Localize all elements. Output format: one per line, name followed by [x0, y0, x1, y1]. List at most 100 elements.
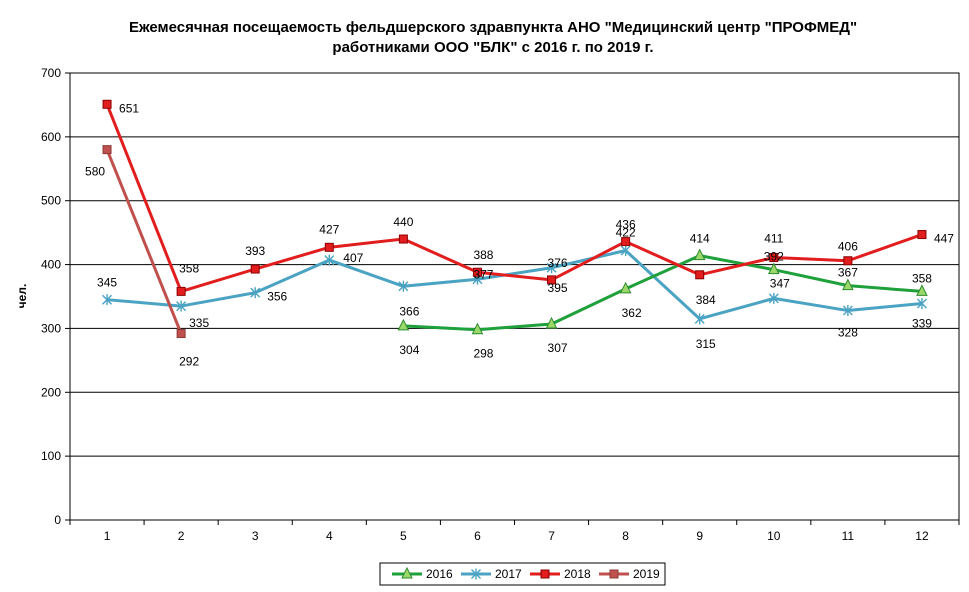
data-point-2018 [621, 237, 631, 247]
data-label-2019: 292 [179, 355, 199, 369]
series-2016 [397, 248, 928, 335]
data-point-2018 [917, 230, 927, 240]
data-point-2017 [694, 313, 705, 325]
data-label-2016: 298 [473, 347, 493, 361]
x-tick-label: 2 [178, 529, 185, 543]
legend-marker-2018 [540, 569, 550, 579]
data-point-2016 [916, 284, 928, 296]
data-label-2018: 376 [548, 256, 568, 270]
data-point-2016 [767, 262, 780, 275]
data-point-2016 [545, 316, 558, 329]
data-point-2016 [471, 322, 484, 335]
x-tick-label: 10 [767, 529, 781, 543]
y-tick-label: 300 [41, 321, 61, 335]
series-line-2019 [105, 149, 183, 335]
series-2017 [102, 245, 927, 325]
data-label-2016: 414 [690, 232, 710, 246]
data-label-2017: 345 [97, 276, 117, 290]
data-label-2017: 407 [343, 251, 363, 265]
data-label-2018: 358 [179, 261, 199, 275]
data-point-2018 [250, 264, 260, 274]
data-point-2018 [176, 286, 186, 296]
data-point-2018 [398, 234, 408, 244]
data-label-2019: 580 [85, 165, 105, 179]
x-tick-label: 7 [548, 529, 555, 543]
data-label-2018: 447 [934, 232, 954, 246]
data-label-2017: 366 [399, 304, 419, 318]
data-label-2018: 440 [393, 215, 413, 229]
data-point-2017 [842, 305, 853, 317]
data-point-2017 [916, 298, 927, 310]
x-tick-label: 11 [842, 529, 855, 543]
data-label-2018: 393 [245, 244, 265, 258]
data-label-2017: 328 [838, 326, 858, 340]
data-label-2017: 356 [267, 290, 287, 304]
data-label-2017: 377 [473, 267, 493, 281]
data-label-2016: 307 [548, 341, 568, 355]
x-tick-label: 1 [104, 529, 111, 543]
x-tick-label: 12 [915, 529, 929, 543]
data-label-2016: 304 [399, 343, 419, 357]
y-tick-label: 700 [41, 66, 61, 80]
chart-title-line-2: работниками ООО "БЛК" с 2016 г. по 2019 … [332, 39, 653, 56]
data-label-2016: 362 [622, 306, 642, 320]
data-label-2017: 395 [548, 281, 568, 295]
gridlines [70, 72, 959, 521]
data-point-2018 [324, 242, 334, 252]
data-point-2019 [102, 145, 112, 155]
series-layer [102, 99, 928, 339]
data-labels: 345 335 356 407 366 377 395 422 315 347 328 339 304 2… [85, 101, 954, 368]
data-point-2017 [398, 280, 409, 292]
data-label-2016: 392 [764, 250, 784, 264]
data-point-2016 [842, 278, 854, 291]
legend-label-2019: 2019 [633, 567, 660, 581]
data-label-2018: 406 [838, 240, 858, 254]
chart-title-line-1: Ежемесячная посещаемость фельдшерского з… [129, 19, 857, 36]
data-point-2017 [176, 300, 187, 312]
series-2019 [102, 145, 186, 339]
y-axis-title: чел. [15, 284, 29, 309]
data-label-2018: 427 [319, 222, 339, 236]
x-tick-label: 5 [400, 529, 407, 543]
data-point-2019 [176, 329, 186, 339]
legend: 2016 2017 2018 2019 [379, 562, 666, 586]
series-line-2016 [403, 254, 923, 332]
legend-marker-2016 [401, 566, 413, 579]
y-tick-label: 600 [41, 130, 61, 144]
legend-marker-2019 [609, 569, 619, 579]
data-point-2018 [547, 275, 557, 285]
data-label-2017: 339 [912, 317, 932, 331]
legend-marker-2017 [471, 568, 481, 580]
y-tick-label: 200 [41, 385, 61, 399]
data-point-2018 [695, 270, 705, 280]
data-point-2018 [472, 267, 482, 277]
data-label-2017: 335 [189, 316, 209, 330]
legend-label-2018: 2018 [564, 567, 591, 581]
data-label-2016: 367 [838, 266, 858, 280]
data-label-2018: 411 [764, 232, 783, 246]
data-label-2018: 436 [616, 218, 636, 232]
data-label-2017: 347 [770, 276, 790, 290]
data-point-2017 [546, 262, 557, 274]
data-point-2016 [397, 318, 410, 331]
data-point-2018 [843, 256, 853, 266]
x-tick-label: 3 [252, 529, 259, 543]
data-label-2017: 315 [696, 337, 716, 351]
data-label-2018: 651 [119, 101, 139, 115]
data-label-2018: 388 [473, 248, 493, 262]
plot-area-border [69, 72, 960, 521]
x-tick-label: 6 [474, 529, 481, 543]
data-point-2017 [620, 245, 631, 257]
legend-label-2016: 2016 [426, 567, 453, 581]
series-2018 [102, 99, 927, 296]
x-tick-label: 4 [326, 529, 333, 543]
x-tick-label: 8 [622, 529, 629, 543]
data-point-2018 [102, 99, 112, 109]
data-point-2017 [102, 294, 113, 306]
data-point-2017 [768, 292, 779, 304]
data-label-2017: 422 [616, 226, 636, 240]
y-tick-label: 400 [41, 258, 61, 272]
series-line-2018 [105, 103, 923, 293]
